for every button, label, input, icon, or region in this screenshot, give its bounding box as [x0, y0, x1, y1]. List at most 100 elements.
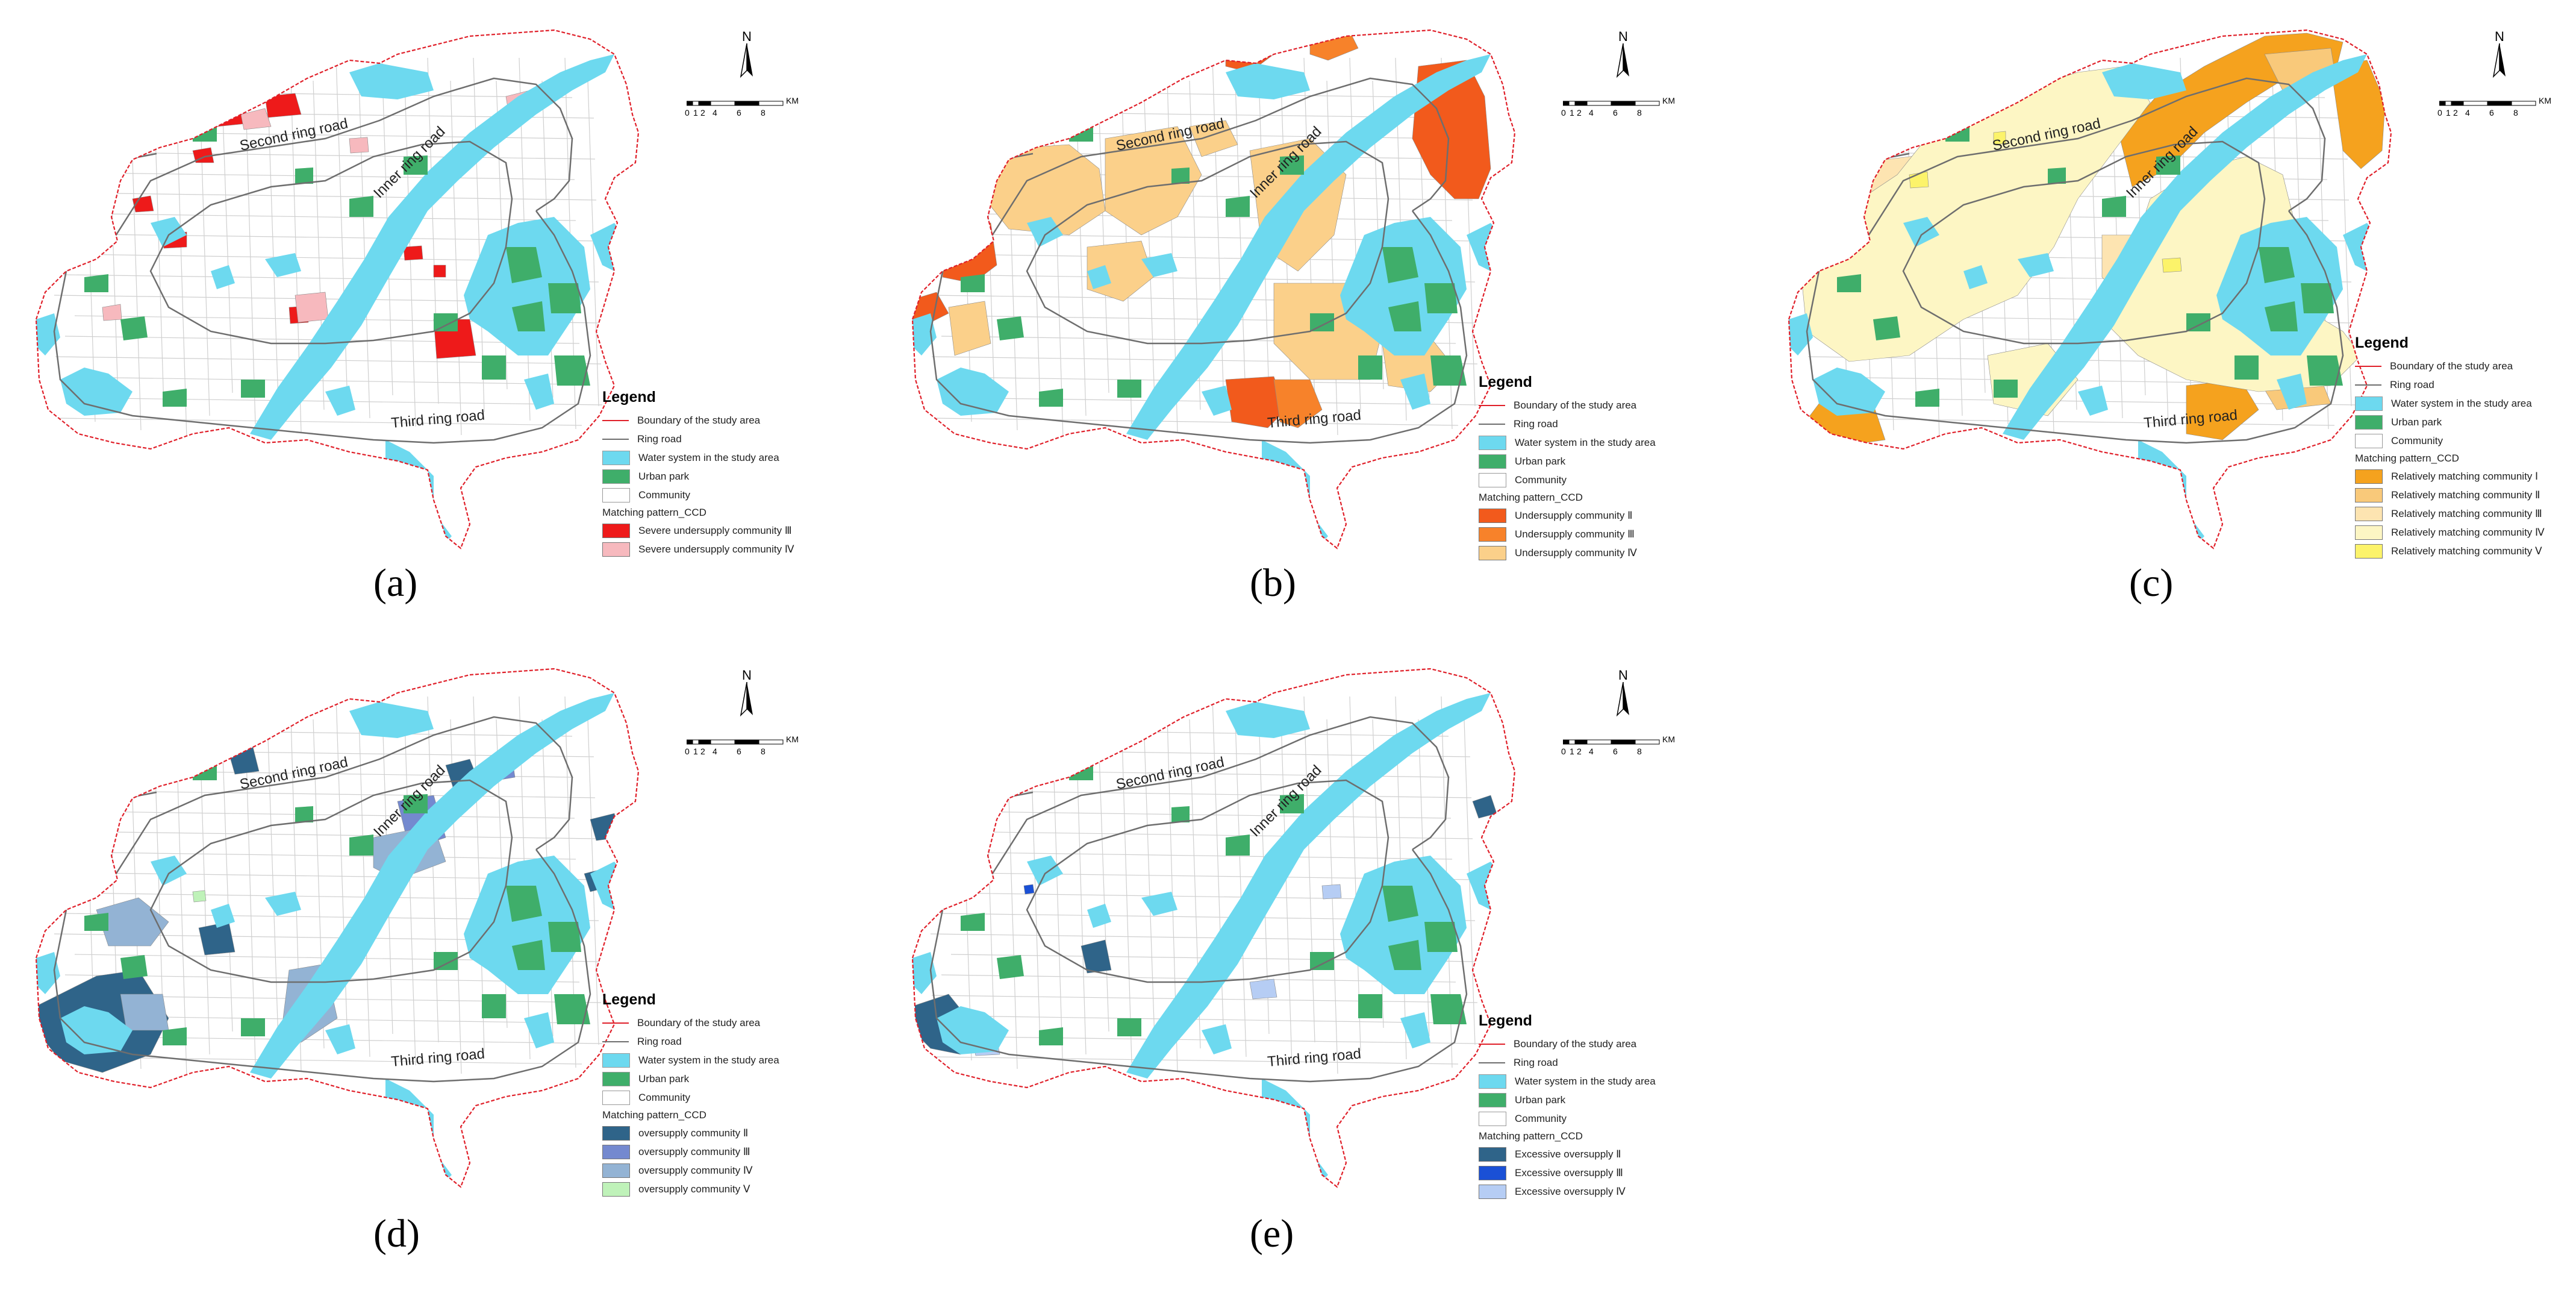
legend-class-2: oversupply community Ⅲ	[602, 1142, 779, 1161]
legend-swatch	[2355, 525, 2383, 540]
legend-park-symbol	[602, 469, 630, 484]
water-body	[464, 856, 590, 994]
river	[1126, 54, 1491, 440]
legend-park-symbol	[1479, 1092, 1506, 1107]
legend-community-symbol	[1479, 472, 1506, 487]
urban-park	[120, 316, 148, 340]
legend-class-2: Excessive oversupply Ⅲ	[1479, 1163, 1656, 1182]
legend-swatch	[1479, 1184, 1506, 1199]
legend-boundary-label: Boundary of the study area	[637, 1016, 761, 1028]
scale-tick: 0	[1561, 108, 1566, 117]
legend-class-3: Undersupply community Ⅳ	[1479, 543, 1656, 562]
legend-pattern-title: Matching pattern_CCD	[1479, 1130, 1583, 1142]
legend-class-label: Relatively matching community Ⅱ	[2391, 489, 2540, 501]
legend-class-label: Undersupply community Ⅲ	[1515, 528, 1635, 540]
scale-tick: 2	[2453, 108, 2458, 117]
water-body	[1202, 386, 1232, 416]
legend-community: Community	[602, 1088, 779, 1107]
legend-boundary-label: Boundary of the study area	[1514, 399, 1637, 411]
north-label: N	[1618, 668, 1628, 683]
urban-park	[1424, 922, 1458, 952]
urban-park	[997, 955, 1024, 979]
legend-title: Legend	[602, 389, 656, 405]
legend-ring-road: Ring road	[1479, 415, 1656, 433]
legend-class-3: Relatively matching community Ⅲ	[2355, 504, 2545, 523]
urban-park	[1873, 316, 1900, 340]
legend-ring-road-symbol	[602, 1035, 629, 1048]
legend-community: Community	[1479, 471, 1656, 489]
class-patch-2	[1117, 42, 1148, 73]
legend-class-1: oversupply community Ⅱ	[602, 1124, 779, 1142]
water-body	[1141, 253, 1177, 277]
legend-swatch	[1479, 1147, 1506, 1162]
urban-park	[1837, 274, 1861, 292]
class-patch-4	[84, 854, 98, 866]
water-body	[211, 265, 235, 289]
legend-swatch	[602, 523, 630, 538]
legend-community-label: Community	[1515, 474, 1567, 486]
legend-community-symbol	[1479, 1111, 1506, 1126]
legend-title: Legend	[2355, 334, 2409, 351]
legend-class-label: Undersupply community Ⅳ	[1515, 546, 1637, 559]
legend-swatch	[2355, 487, 2383, 502]
scale-tick: 6	[737, 747, 741, 756]
legend-park-label: Urban park	[1515, 455, 1566, 467]
scale-unit: KM	[786, 96, 799, 105]
water-body	[349, 63, 434, 99]
map-panel-b: Second ring road Inner ring road Third rin…	[888, 18, 1726, 621]
class-patch-4	[192, 890, 207, 903]
river	[2003, 54, 2367, 440]
urban-park	[2259, 247, 2295, 283]
urban-park	[961, 913, 985, 931]
class-patch-5	[1993, 131, 2006, 145]
legend-park: Urban park	[1479, 452, 1656, 471]
class-patch-5	[2162, 257, 2182, 273]
legend-swatch	[2355, 506, 2383, 521]
urban-park	[554, 355, 590, 386]
urban-park	[1310, 952, 1334, 970]
legend-water-label: Water system in the study area	[1515, 1075, 1656, 1087]
water-body	[151, 856, 187, 886]
ring-road	[107, 716, 573, 886]
north-arrow-icon	[1616, 43, 1629, 78]
legend-park: Urban park	[602, 1069, 779, 1088]
legend-park: Urban park	[2355, 413, 2545, 431]
legend-boundary: Boundary of the study area	[1479, 396, 1656, 415]
legend-park-symbol	[602, 1071, 630, 1086]
urban-park	[554, 994, 590, 1024]
urban-park	[2186, 313, 2210, 331]
legend-water: Water system in the study area	[1479, 1072, 1656, 1091]
water-body	[1087, 265, 1111, 289]
class-patch-1	[1081, 939, 1112, 974]
urban-park	[84, 913, 108, 931]
legend-park: Urban park	[602, 467, 794, 486]
legend-swatch	[602, 1182, 630, 1197]
legend-water-label: Water system in the study area	[638, 1054, 779, 1066]
panel-caption: (c)	[2129, 561, 2174, 605]
ring-road	[149, 779, 513, 983]
legend-class-label: Relatively matching community Ⅳ	[2391, 526, 2545, 538]
legend-title: Legend	[1479, 374, 1532, 390]
water-body	[1027, 217, 1063, 247]
ring-road	[1026, 140, 1389, 345]
scale-tick: 8	[1637, 747, 1642, 756]
scale-tick: 8	[761, 747, 766, 756]
legend-water: Water system in the study area	[602, 448, 794, 467]
legend-ring-road: Ring road	[1479, 1053, 1656, 1072]
water-body	[151, 217, 187, 247]
legend-water-symbol	[1479, 1074, 1506, 1089]
water-body	[60, 368, 133, 416]
water-body	[1813, 368, 1885, 416]
legend-class-label: Relatively matching community Ⅴ	[2391, 545, 2542, 557]
water-body	[1789, 313, 1813, 355]
scale-tick: 8	[1637, 108, 1642, 117]
legend: Legend Boundary of the study area Ring roa…	[1479, 1012, 1656, 1201]
water-body	[937, 1006, 1009, 1054]
urban-park	[512, 301, 545, 331]
water-body	[524, 1012, 554, 1048]
urban-park	[1117, 380, 1141, 398]
urban-park	[2265, 301, 2298, 331]
water-body	[60, 1006, 133, 1054]
water-body	[1141, 892, 1177, 916]
